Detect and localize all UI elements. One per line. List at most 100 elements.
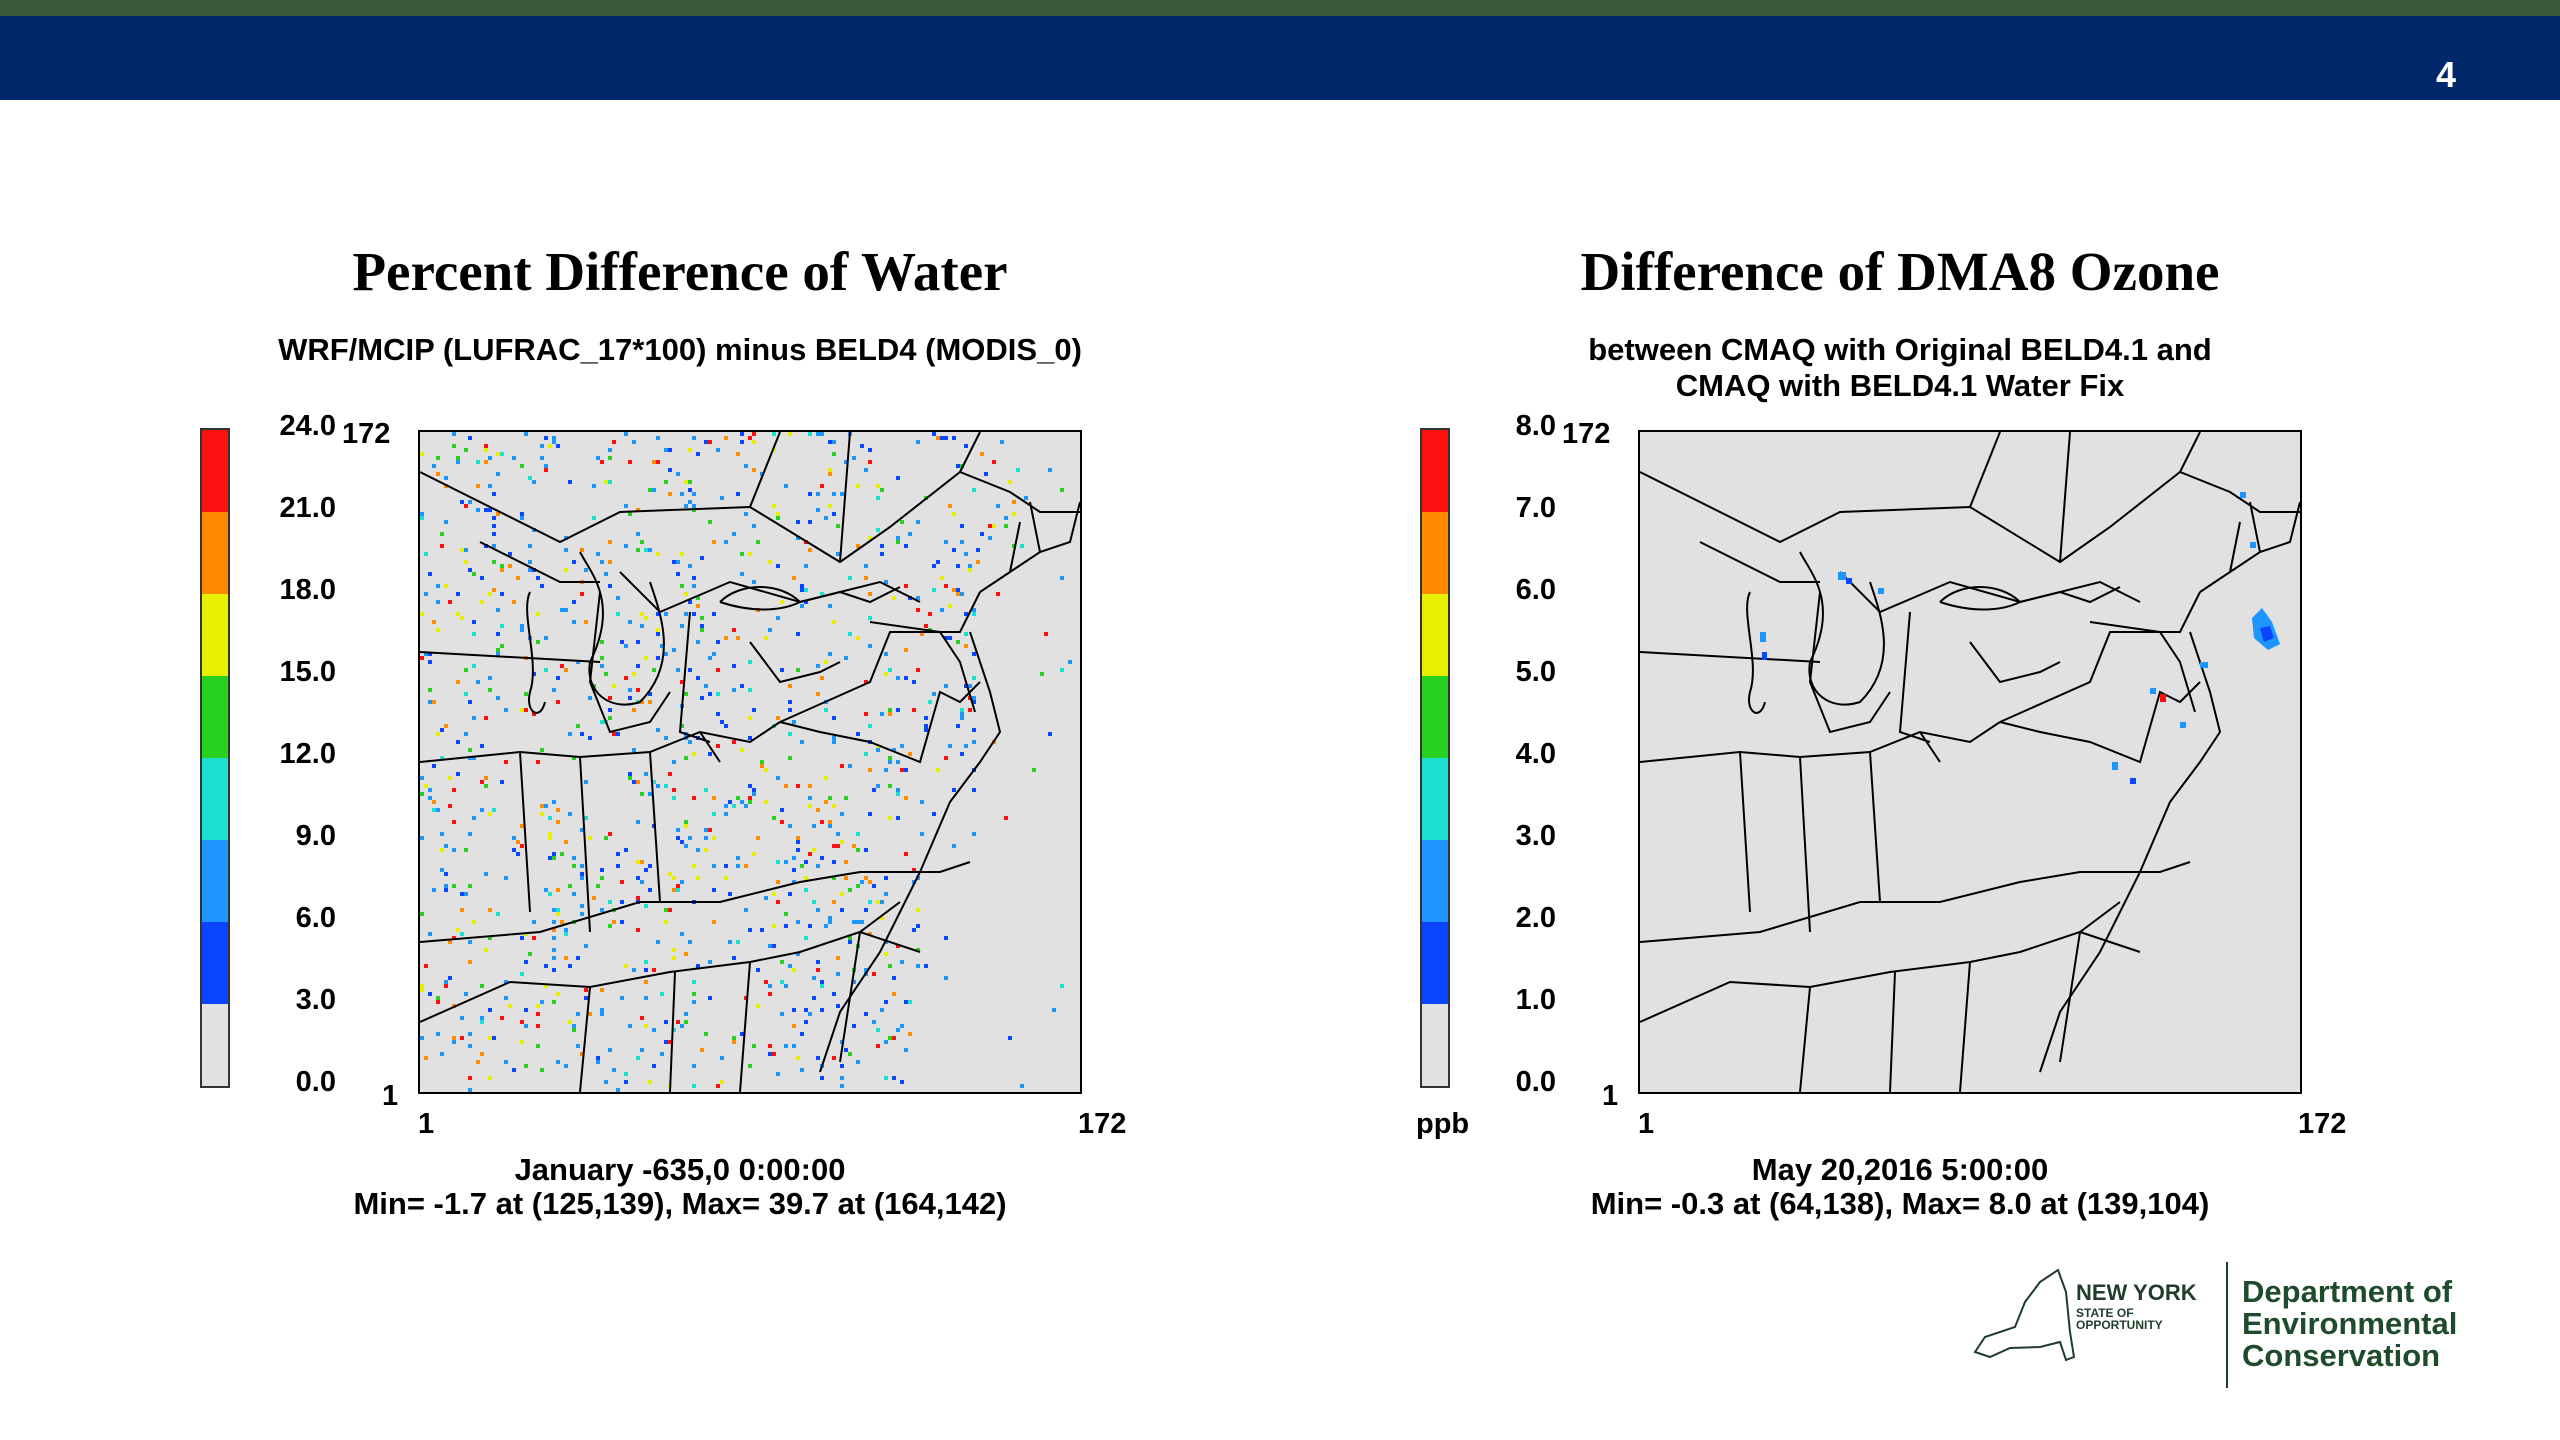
water-cell [828,916,832,920]
water-cell [468,1044,472,1048]
water-cell [664,480,668,484]
water-cell [880,900,884,904]
water-cell [552,968,556,972]
water-cell [652,1064,656,1068]
water-cell [792,576,796,580]
water-cell [668,468,672,472]
water-cell [552,852,556,856]
water-cell [700,696,704,700]
water-cell [792,868,796,872]
water-cell [648,488,652,492]
water-cell [484,872,488,876]
water-cell [480,600,484,604]
water-cell [652,1028,656,1032]
water-cell [772,816,776,820]
water-cell [668,908,672,912]
panel-title: Percent Difference of Water [352,241,1008,302]
water-cell [568,1020,572,1024]
water-cell [784,1044,788,1048]
water-cell [456,740,460,744]
colorbar-segment [1422,512,1448,594]
water-cell [1044,632,1048,636]
water-cell [1024,496,1028,500]
water-cell [684,504,688,508]
water-cell [816,432,820,436]
water-cell [652,460,656,464]
water-cell [772,504,776,508]
water-cell [468,436,472,440]
water-cell [564,668,568,672]
water-cell [620,996,624,1000]
water-cell [548,892,552,896]
water-cell [428,932,432,936]
water-cell [780,960,784,964]
water-cell [780,980,784,984]
water-cell [788,684,792,688]
water-cell [476,508,480,512]
water-cell [508,564,512,568]
water-cell [668,1040,672,1044]
water-cell [656,436,660,440]
water-cell [468,940,472,944]
water-cell [692,1000,696,1004]
water-cell [476,484,480,488]
water-cell [1060,668,1064,672]
water-cell [432,808,436,812]
water-cell [472,620,476,624]
water-cell [900,1080,904,1084]
water-cell [720,720,724,724]
water-cell [960,524,964,528]
water-cell [848,1052,852,1056]
water-cell [472,756,476,760]
water-cell [464,732,468,736]
x-axis-left-label: 1 [418,1108,435,1140]
water-cell [920,800,924,804]
x-axis-right-label: 172 [2298,1108,2347,1140]
water-cell [860,444,864,448]
water-cell [788,964,792,968]
water-cell [596,884,600,888]
water-cell [544,804,548,808]
water-cell [932,432,936,436]
water-cell [504,980,508,984]
water-cell [752,852,756,856]
water-cell [452,444,456,448]
water-cell [420,988,424,992]
water-cell [644,960,648,964]
water-cell [992,460,996,464]
water-cell [448,804,452,808]
water-cell [964,632,968,636]
water-cell [624,644,628,648]
water-cell [492,588,496,592]
water-cell [640,880,644,884]
water-cell [676,884,680,888]
water-cell [972,832,976,836]
water-cell [712,812,716,816]
water-cell [584,620,588,624]
water-cell [624,1072,628,1076]
water-cell [888,708,892,712]
water-cell [588,1012,592,1016]
water-cell [644,656,648,660]
water-cell [832,716,836,720]
water-cell [820,1008,824,1012]
water-cell [740,552,744,556]
water-cell [560,920,564,924]
ozone-difference-cells [1760,492,2280,784]
water-cell [628,696,632,700]
water-cell [932,588,936,592]
colorbar [200,428,230,1088]
water-cell [828,824,832,828]
water-cell [796,840,800,844]
water-cell [644,968,648,972]
water-cell [868,812,872,816]
water-cell [504,760,508,764]
water-cell [732,956,736,960]
water-cell [968,564,972,568]
water-cell [736,796,740,800]
water-cell [528,560,532,564]
water-cell [716,448,720,452]
water-cell [956,464,960,468]
water-cell [964,552,968,556]
water-cell [784,984,788,988]
